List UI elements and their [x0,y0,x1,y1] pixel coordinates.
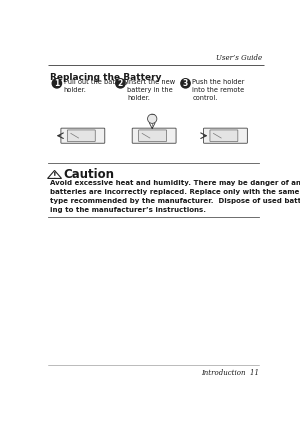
Text: 2: 2 [118,79,123,88]
Text: Avoid excessive heat and humidity. There may be danger of an explosion if
batter: Avoid excessive heat and humidity. There… [50,180,300,212]
FancyBboxPatch shape [210,130,238,142]
Text: Push the holder
into the remote
control.: Push the holder into the remote control. [193,79,245,102]
Circle shape [116,79,125,88]
Text: 3: 3 [183,79,188,88]
Text: Replacing the Battery: Replacing the Battery [50,73,161,82]
Text: Introduction  11: Introduction 11 [201,369,259,377]
Text: Caution: Caution [64,168,115,181]
FancyBboxPatch shape [132,128,176,143]
Text: User’s Guide: User’s Guide [216,54,262,62]
Circle shape [181,79,190,88]
Text: 1: 1 [54,79,59,88]
FancyBboxPatch shape [139,130,166,142]
Circle shape [52,79,62,88]
FancyBboxPatch shape [67,130,95,142]
Text: Insert the new
battery in the
holder.: Insert the new battery in the holder. [128,79,176,102]
FancyBboxPatch shape [61,128,105,143]
Text: Pull out the battery
holder.: Pull out the battery holder. [64,79,128,94]
Text: !: ! [53,172,56,181]
Polygon shape [48,170,62,178]
FancyBboxPatch shape [203,128,247,143]
Circle shape [148,114,157,123]
